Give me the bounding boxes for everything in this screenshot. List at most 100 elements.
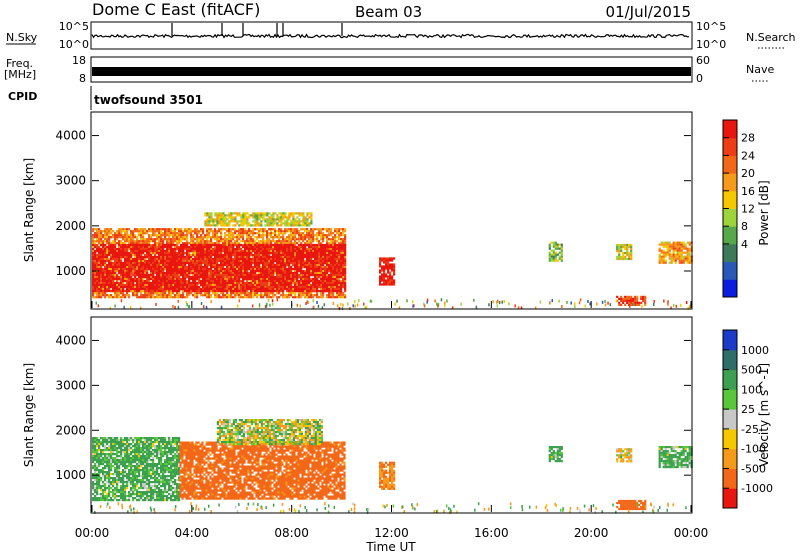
data-cell bbox=[100, 296, 103, 299]
data-cell bbox=[114, 236, 117, 239]
data-cell bbox=[176, 292, 179, 295]
data-cell bbox=[182, 242, 185, 245]
data-cell bbox=[338, 284, 341, 287]
data-cell bbox=[160, 248, 163, 251]
data-cell bbox=[120, 273, 123, 277]
data-cell bbox=[158, 246, 161, 249]
data-cell bbox=[158, 240, 161, 243]
data-cell bbox=[106, 263, 109, 267]
data-cell bbox=[136, 242, 139, 245]
data-cell bbox=[116, 264, 119, 267]
data-cell bbox=[186, 230, 189, 233]
data-cell bbox=[158, 287, 161, 291]
nsearch-tick-high: 10^5 bbox=[696, 20, 726, 33]
data-cell bbox=[294, 252, 297, 255]
data-cell bbox=[146, 270, 149, 273]
data-cell bbox=[314, 272, 317, 275]
data-cell bbox=[238, 288, 241, 291]
data-cell bbox=[138, 246, 141, 249]
data-cell bbox=[176, 234, 179, 237]
data-cell bbox=[174, 267, 177, 271]
data-cell bbox=[194, 230, 197, 233]
data-cell bbox=[170, 273, 173, 277]
data-cell bbox=[148, 240, 151, 243]
data-cell bbox=[154, 289, 157, 293]
data-cell bbox=[174, 285, 177, 289]
data-cell bbox=[196, 283, 199, 287]
data-cell bbox=[154, 255, 157, 259]
data-cell bbox=[188, 257, 191, 261]
data-cell bbox=[284, 276, 287, 279]
data-cell bbox=[184, 286, 187, 289]
data-cell bbox=[238, 242, 241, 245]
data-cell bbox=[168, 284, 171, 287]
data-cell bbox=[214, 267, 217, 271]
data-cell bbox=[344, 296, 347, 299]
data-cell bbox=[266, 234, 269, 237]
data-cell bbox=[164, 256, 167, 259]
data-cell bbox=[230, 234, 233, 237]
data-cell bbox=[102, 240, 105, 243]
data-cell bbox=[240, 292, 243, 295]
data-cell bbox=[202, 285, 205, 289]
data-cell bbox=[124, 232, 127, 235]
data-cell bbox=[122, 236, 125, 239]
data-cell bbox=[94, 234, 97, 237]
data-cell bbox=[112, 275, 115, 279]
data-cell bbox=[304, 290, 307, 293]
data-cell bbox=[342, 296, 345, 299]
data-cell bbox=[290, 228, 293, 231]
data-cell bbox=[326, 234, 329, 237]
data-cell bbox=[120, 247, 123, 251]
data-cell bbox=[104, 264, 107, 267]
data-cell bbox=[208, 247, 211, 251]
data-cell bbox=[320, 242, 323, 245]
data-cell bbox=[250, 294, 253, 297]
data-cell bbox=[344, 256, 347, 259]
data-cell bbox=[342, 242, 345, 245]
data-cell bbox=[238, 294, 241, 297]
data-cell bbox=[284, 232, 287, 235]
data-cell bbox=[342, 232, 345, 235]
data-cell bbox=[220, 273, 223, 277]
data-cell bbox=[188, 289, 191, 293]
data-cell bbox=[124, 234, 127, 237]
data-cell bbox=[268, 234, 271, 237]
data-cell bbox=[106, 248, 109, 251]
data-cell bbox=[208, 259, 211, 263]
data-cell bbox=[276, 296, 279, 299]
data-cell bbox=[92, 283, 95, 287]
data-cell bbox=[218, 269, 221, 273]
data-cell bbox=[336, 268, 339, 271]
data-cell bbox=[222, 228, 225, 231]
data-cell bbox=[100, 265, 103, 269]
data-cell bbox=[334, 280, 337, 283]
data-cell bbox=[188, 294, 191, 297]
data-cell bbox=[246, 290, 249, 293]
data-cell bbox=[290, 242, 293, 245]
data-cell bbox=[210, 263, 213, 267]
data-cell bbox=[328, 248, 331, 251]
data-cell bbox=[132, 249, 135, 253]
data-cell bbox=[262, 240, 265, 243]
data-cell bbox=[180, 240, 183, 243]
data-cell bbox=[170, 228, 173, 231]
data-cell bbox=[126, 279, 129, 283]
data-cell bbox=[224, 242, 227, 245]
data-cell bbox=[206, 234, 209, 237]
data-cell bbox=[182, 267, 185, 271]
data-cell bbox=[170, 281, 173, 285]
data-cell bbox=[122, 287, 125, 291]
data-cell bbox=[296, 238, 299, 241]
data-cell bbox=[106, 287, 109, 291]
data-cell bbox=[258, 286, 261, 289]
data-cell bbox=[178, 240, 181, 243]
data-cell bbox=[248, 232, 251, 235]
data-cell bbox=[144, 287, 147, 291]
data-cell bbox=[290, 294, 293, 297]
data-cell bbox=[246, 234, 249, 237]
data-cell bbox=[96, 245, 99, 249]
data-cell bbox=[154, 240, 157, 243]
data-cell bbox=[168, 289, 171, 293]
data-cell bbox=[98, 238, 101, 241]
